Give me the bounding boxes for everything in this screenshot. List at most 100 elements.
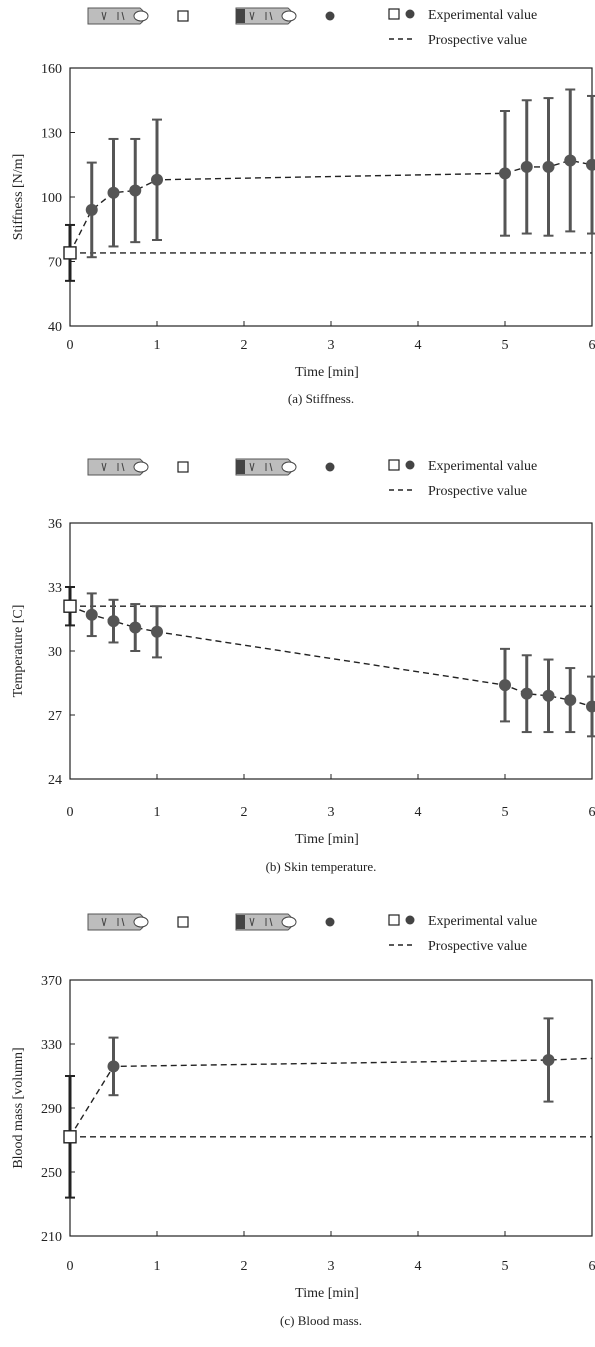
legend-experimental-square (388, 459, 400, 471)
finger-crease (101, 11, 125, 21)
blood-mass-figure: Experimental value Prospective value 210 25… (0, 900, 595, 1347)
data-point (520, 99, 533, 235)
legend-experimental-circle (405, 915, 415, 925)
legend-prospective-label: Prospective value (428, 939, 527, 954)
finger-cuff (236, 9, 245, 23)
y-axis-label: Temperature [C] (11, 605, 26, 698)
finger-icon-rest (87, 913, 149, 931)
data-point (107, 137, 120, 248)
x-axis-label: Time [min] (295, 1286, 359, 1301)
legend-experimental-square (388, 8, 400, 20)
legend: Experimental value Prospective value (87, 458, 537, 499)
data-point (499, 647, 511, 723)
fingernail (133, 10, 149, 22)
circle-marker (542, 1054, 555, 1066)
data-point (586, 94, 595, 235)
x-tick-label: 2 (241, 805, 248, 820)
x-tick-label: 5 (502, 1259, 509, 1274)
x-axis-label: Time [min] (295, 365, 359, 380)
legend-circle-marker (325, 11, 335, 21)
data-point (542, 97, 555, 237)
figure-caption: (b) Skin temperature. (266, 859, 377, 874)
x-axis-label: Time [min] (295, 832, 359, 847)
y-tick-label: 210 (41, 1230, 62, 1245)
circle-marker (586, 158, 595, 171)
y-tick-label: 330 (41, 1038, 62, 1053)
data-point (499, 110, 511, 237)
data-point (107, 1036, 120, 1097)
circle-marker (499, 679, 511, 692)
x-tick-label: 5 (502, 805, 509, 820)
data-point (129, 137, 142, 244)
x-tick-label: 1 (154, 805, 161, 820)
y-tick-label: 130 (41, 127, 62, 142)
circle-marker (564, 154, 577, 167)
square-marker (63, 599, 77, 613)
data-point (85, 592, 98, 638)
y-tick-label: 30 (48, 645, 62, 660)
circle-marker (85, 608, 98, 621)
data-point (586, 675, 595, 738)
circle-marker (107, 1060, 120, 1073)
initial-data-point (63, 223, 77, 282)
y-tick-label: 100 (41, 191, 62, 206)
fingernail (133, 461, 149, 473)
stiffness-figure: Experimental value Prospective value 40 70 1… (0, 0, 595, 440)
figure-caption: (a) Stiffness. (288, 391, 354, 406)
finger-crease (249, 462, 273, 472)
y-tick-label: 40 (48, 320, 62, 335)
finger-icon-rest (87, 458, 149, 476)
figure-caption: (c) Blood mass. (280, 1313, 362, 1328)
legend-experimental-label: Experimental value (428, 459, 537, 474)
plot-frame (69, 522, 593, 780)
data-point (151, 605, 163, 659)
legend-experimental-circle (405, 9, 415, 19)
experimental-trend-line (69, 1057, 593, 1138)
y-tick-label: 36 (48, 517, 62, 532)
plot-frame (69, 67, 593, 327)
fingernail (281, 10, 297, 22)
fingernail (281, 916, 297, 928)
finger-crease (101, 917, 125, 927)
x-tick-label: 5 (502, 338, 509, 353)
data-point (85, 161, 98, 259)
data-point (564, 667, 577, 734)
fingernail (133, 916, 149, 928)
data-point (520, 654, 533, 734)
circle-marker (107, 186, 120, 199)
x-tick-label: 4 (415, 805, 422, 820)
finger-cuff (236, 915, 245, 929)
data-point (542, 1017, 555, 1103)
y-tick-label: 160 (41, 62, 62, 77)
y-tick-label: 33 (48, 581, 62, 596)
data-point (129, 603, 142, 652)
circle-marker (542, 689, 555, 702)
x-tick-label: 2 (241, 338, 248, 353)
legend-experimental-circle (405, 460, 415, 470)
finger-crease (249, 11, 273, 21)
legend-experimental-square (388, 914, 400, 926)
y-tick-label: 290 (41, 1102, 62, 1117)
finger-icon-compressed (235, 913, 297, 931)
legend: Experimental value Prospective value (87, 913, 537, 954)
legend-square-marker (177, 916, 189, 928)
legend-prospective-label: Prospective value (428, 33, 527, 48)
circle-marker (129, 184, 142, 197)
y-tick-label: 370 (41, 974, 62, 989)
finger-icon-rest (87, 7, 149, 25)
data-point (564, 88, 577, 233)
data-point (107, 598, 120, 644)
circle-marker (520, 160, 533, 173)
x-tick-label: 3 (328, 805, 335, 820)
circle-marker (107, 615, 120, 628)
y-tick-label: 70 (48, 256, 62, 271)
legend-prospective-label: Prospective value (428, 484, 527, 499)
plot-frame (69, 979, 593, 1237)
circle-marker (542, 160, 555, 173)
x-tick-label: 4 (415, 1259, 422, 1274)
x-tick-label: 1 (154, 338, 161, 353)
x-tick-label: 3 (328, 1259, 335, 1274)
x-tick-label: 0 (67, 1259, 74, 1274)
initial-data-point (63, 586, 77, 627)
